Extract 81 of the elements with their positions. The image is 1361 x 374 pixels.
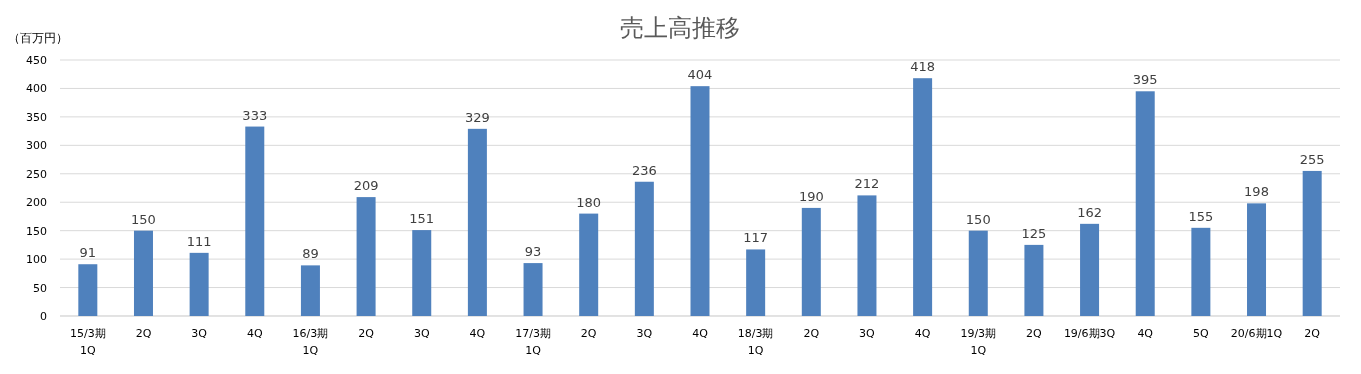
data-label: 395 <box>1132 72 1158 88</box>
x-tick-label: 2Q <box>1304 327 1321 340</box>
bar <box>1135 91 1155 316</box>
data-label: 404 <box>687 67 713 83</box>
y-tick-label: 300 <box>26 139 47 153</box>
x-tick-label: 5Q <box>1193 327 1210 340</box>
bar <box>1247 203 1267 316</box>
bar <box>523 263 543 316</box>
y-tick-label: 450 <box>26 54 47 67</box>
x-tick-label: 18/3期 1Q <box>737 327 774 357</box>
data-label: 150 <box>965 211 991 227</box>
x-tick-label: 2Q <box>135 327 152 340</box>
y-tick-label: 0 <box>40 310 47 323</box>
data-label: 198 <box>1244 184 1269 200</box>
bar <box>356 197 376 316</box>
y-tick-label: 350 <box>26 110 47 124</box>
data-label: 329 <box>464 109 490 125</box>
bar <box>412 230 432 316</box>
x-tick-label: 17/3期 1Q <box>515 327 551 357</box>
y-tick-label: 50 <box>33 281 47 295</box>
x-tick-label: 4Q <box>1137 327 1154 340</box>
x-tick-label: 2Q <box>803 327 820 340</box>
data-label: 125 <box>1021 225 1047 241</box>
x-tick-label: 4Q <box>246 327 263 340</box>
data-label: 155 <box>1188 208 1214 224</box>
bar <box>746 249 766 316</box>
data-label: 111 <box>186 233 212 249</box>
chart-title: 売上高推移 <box>620 14 740 42</box>
y-tick-label: 150 <box>26 224 47 238</box>
data-label: 162 <box>1077 204 1102 220</box>
x-tick-label: 15/3期 1Q <box>69 327 106 357</box>
x-tick-label: 2Q <box>358 327 375 340</box>
data-label: 93 <box>524 244 542 260</box>
bar <box>690 86 710 316</box>
y-tick-label: 400 <box>26 82 47 96</box>
data-label: 89 <box>302 246 319 262</box>
bar <box>1024 244 1044 316</box>
x-tick-label: 3Q <box>413 327 430 340</box>
data-label: 212 <box>854 176 880 192</box>
x-tick-label: 19/3期 1Q <box>960 327 997 357</box>
x-tick-label: 16/3期 1Q <box>292 327 329 357</box>
data-label: 117 <box>743 230 769 246</box>
y-axis-title: （百万円） <box>8 31 68 45</box>
bar <box>968 230 988 316</box>
x-tick-label: 3Q <box>636 327 653 340</box>
data-label: 91 <box>79 245 97 261</box>
bar <box>133 230 153 316</box>
bar <box>634 181 654 316</box>
bar <box>1080 223 1100 316</box>
x-tick-label: 4Q <box>914 327 931 340</box>
x-tick-label: 3Q <box>859 327 876 340</box>
data-label: 209 <box>353 178 379 194</box>
bar <box>467 128 487 316</box>
x-tick-label: 4Q <box>469 327 486 340</box>
bar <box>1302 170 1322 316</box>
x-tick-label: 19/6期3Q <box>1063 327 1116 340</box>
data-label: 151 <box>409 211 435 227</box>
y-tick-label: 250 <box>26 167 47 181</box>
bar <box>300 265 320 316</box>
x-tick-label: 3Q <box>191 327 208 340</box>
y-tick-label: 100 <box>26 253 47 267</box>
bar <box>801 207 821 316</box>
data-label: 190 <box>798 188 824 204</box>
x-tick-label: 2Q <box>1026 327 1043 340</box>
x-tick-label: 2Q <box>580 327 597 340</box>
data-label: 236 <box>631 162 657 178</box>
bar <box>78 264 98 316</box>
y-tick-label: 200 <box>26 196 47 210</box>
bar <box>579 213 599 316</box>
data-label: 418 <box>910 59 936 75</box>
bar <box>913 78 933 316</box>
data-label: 150 <box>131 211 156 227</box>
bar <box>189 252 209 316</box>
bar <box>245 126 265 316</box>
x-tick-label: 20/6期1Q <box>1230 327 1283 340</box>
data-label: 255 <box>1299 151 1325 167</box>
x-tick-label: 4Q <box>692 327 709 340</box>
bar <box>857 195 877 316</box>
data-label: 333 <box>242 107 268 123</box>
bar <box>1191 227 1211 316</box>
data-label: 180 <box>576 194 602 210</box>
